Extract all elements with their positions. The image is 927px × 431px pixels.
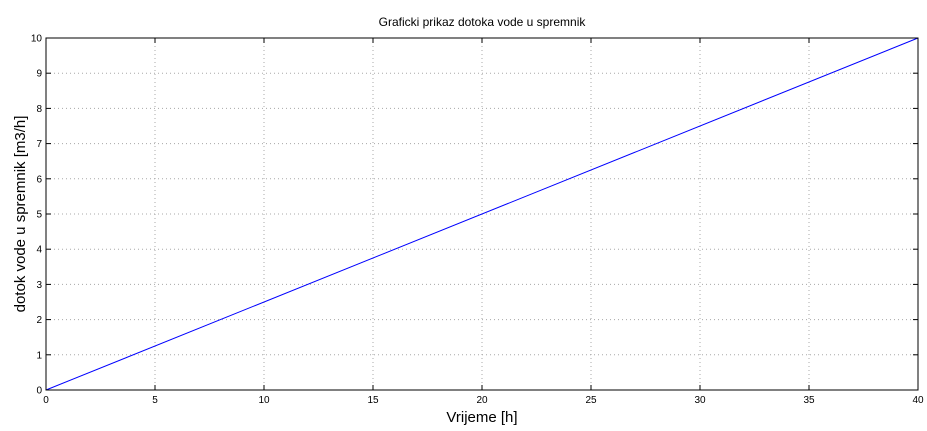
- y-tick-label: 3: [36, 280, 42, 291]
- y-tick-label: 7: [36, 139, 42, 150]
- x-tick-label: 15: [367, 395, 379, 406]
- chart-title: Graficki prikaz dotoka vode u spremnik: [379, 15, 587, 29]
- y-tick-label: 8: [36, 104, 42, 115]
- y-tick-label: 10: [31, 34, 43, 45]
- y-axis-ticks: 0 1 2 3 4 5 6 7 8 9 10: [31, 34, 918, 397]
- y-tick-label: 9: [36, 69, 42, 80]
- y-axis-label: dotok vode u spremnik [m3/h]: [12, 116, 29, 313]
- x-tick-label: 10: [258, 395, 270, 406]
- y-tick-label: 0: [36, 386, 42, 397]
- y-tick-label: 1: [36, 350, 42, 361]
- series-layer: [45, 37, 919, 391]
- x-axis-label: Vrijeme [h]: [446, 409, 517, 426]
- y-tick-label: 4: [36, 245, 42, 256]
- x-tick-label: 40: [912, 395, 924, 406]
- x-tick-label: 30: [694, 395, 706, 406]
- x-tick-label: 20: [476, 395, 488, 406]
- x-tick-label: 35: [803, 395, 815, 406]
- series-line: [45, 37, 919, 391]
- y-tick-label: 6: [36, 174, 42, 185]
- x-tick-label: 0: [43, 395, 49, 406]
- x-tick-label: 25: [585, 395, 597, 406]
- y-tick-label: 5: [36, 210, 42, 221]
- x-axis-ticks: 0 5 10 15 20 25 30 35 40: [43, 38, 924, 406]
- y-tick-label: 2: [36, 315, 42, 326]
- x-tick-label: 5: [152, 395, 158, 406]
